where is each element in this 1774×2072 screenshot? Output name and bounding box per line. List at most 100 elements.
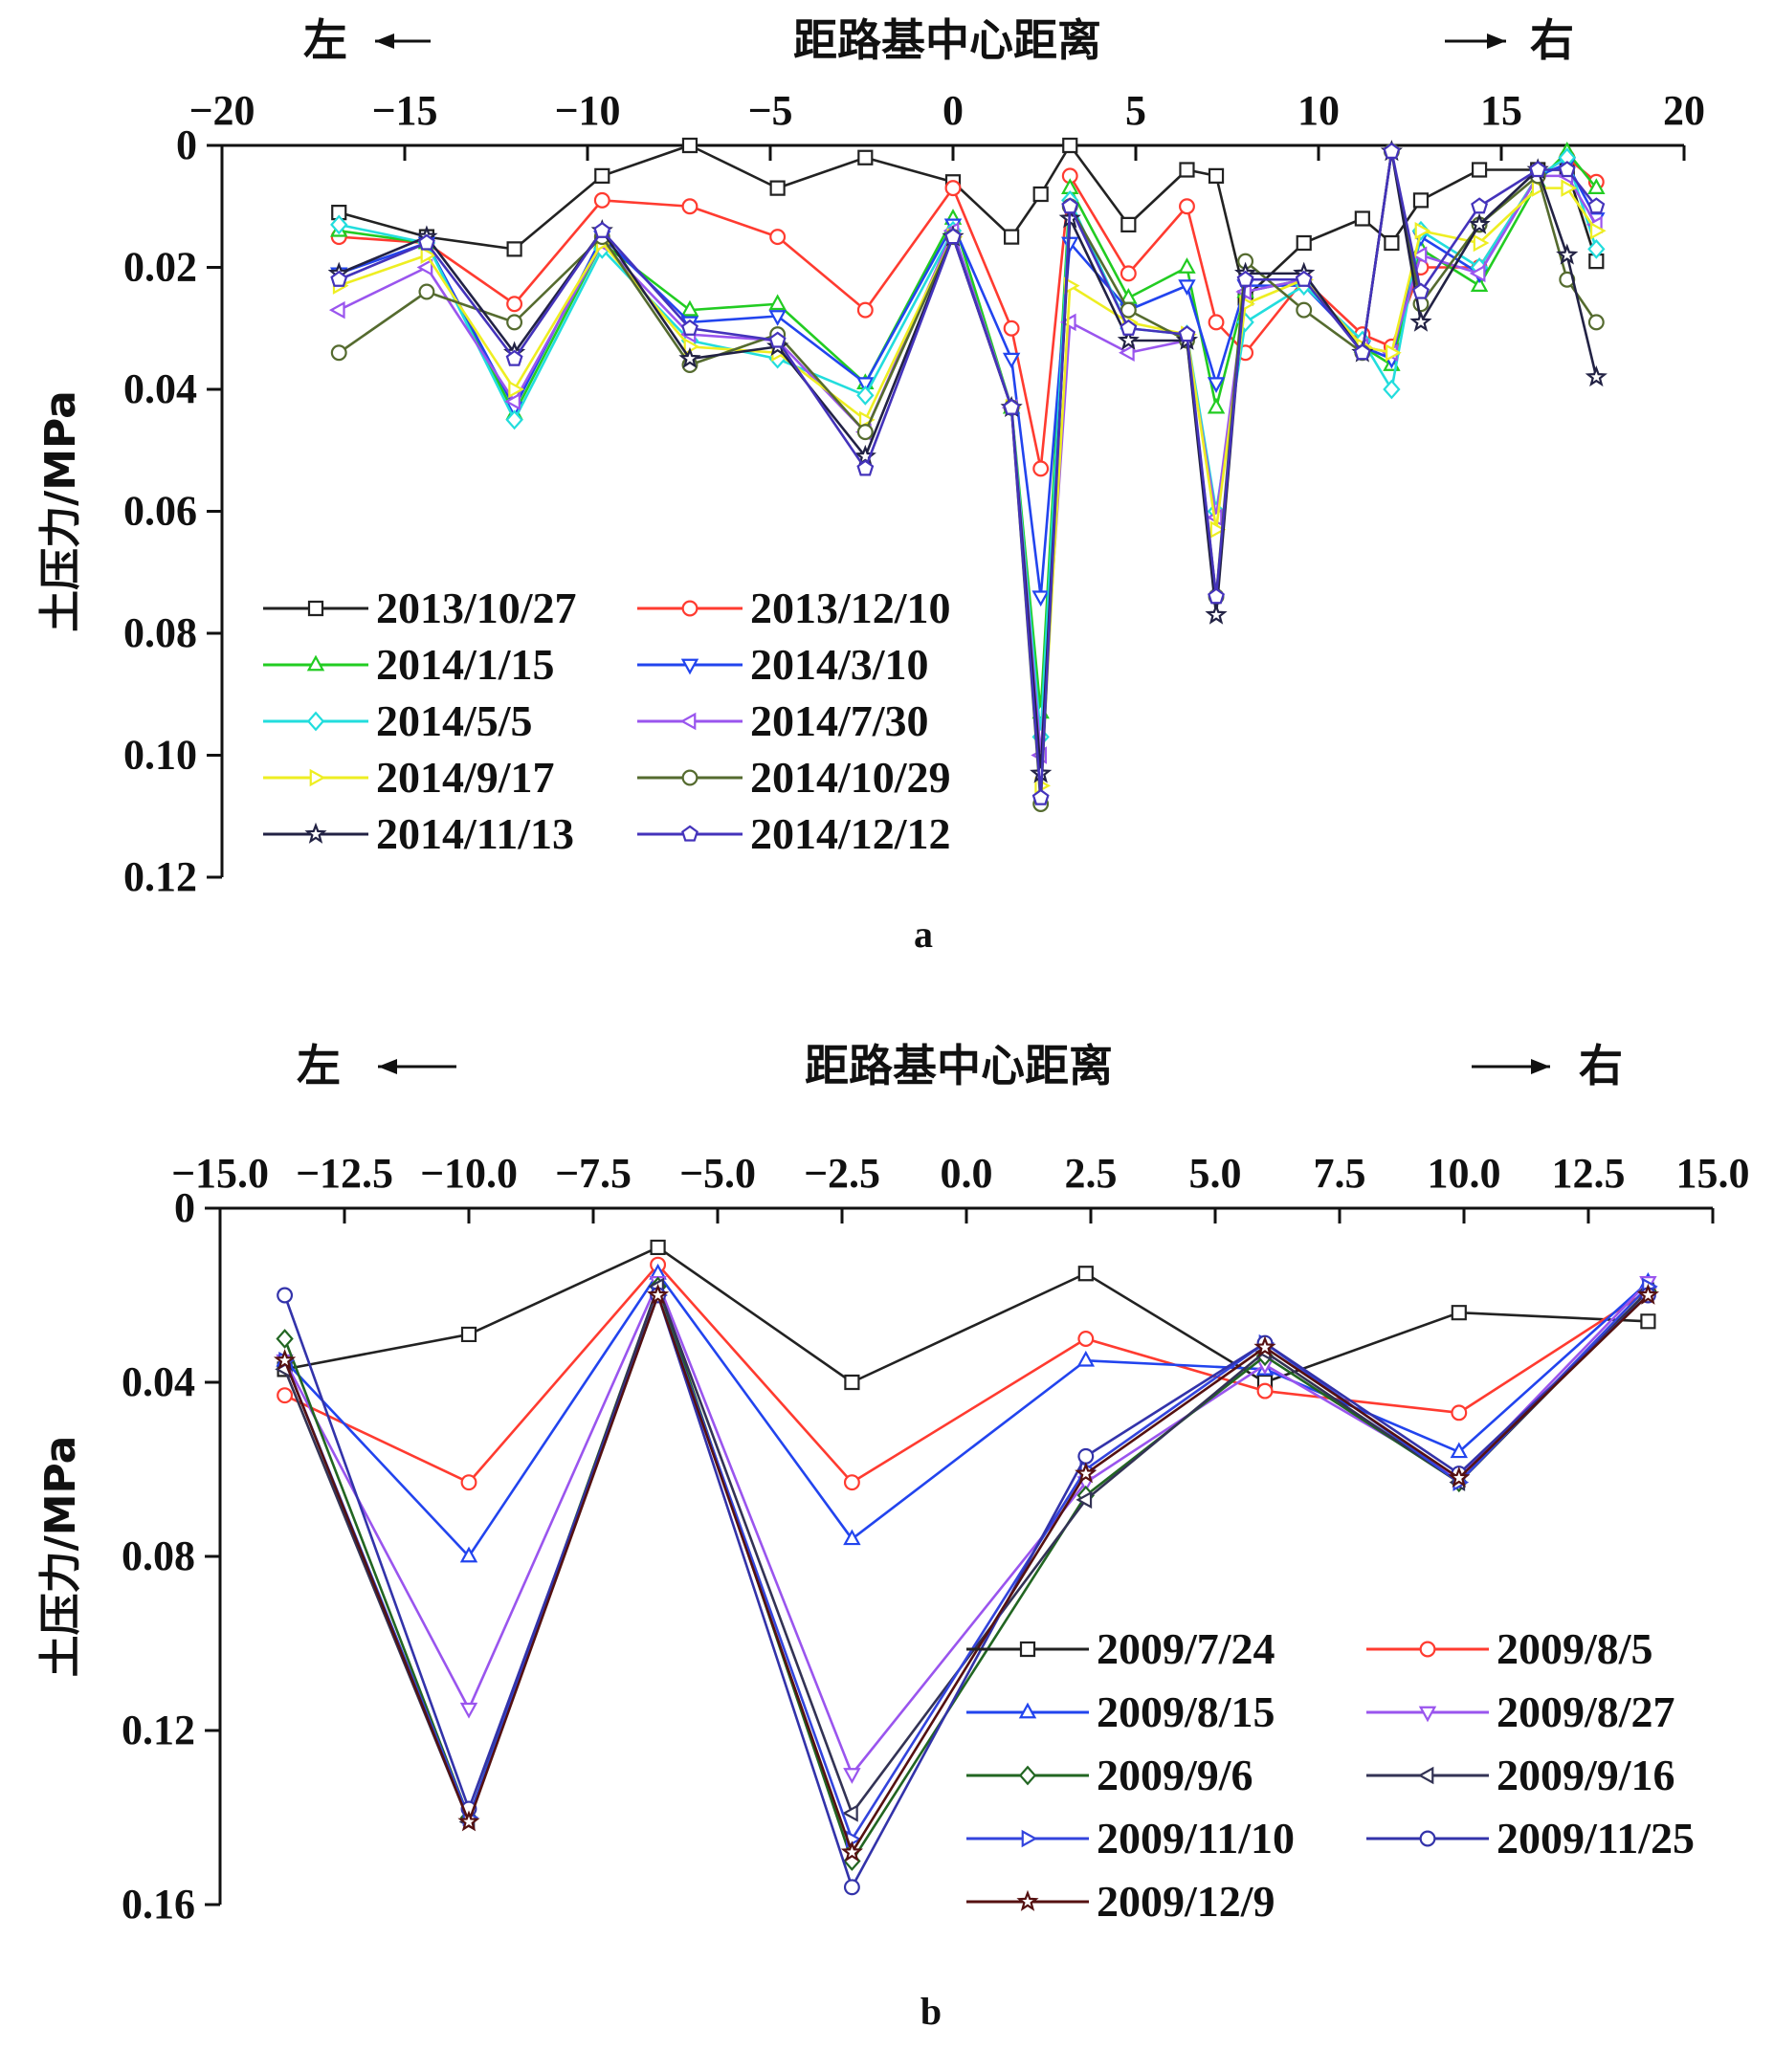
x-tick-label: 12.5 xyxy=(1552,1150,1626,1197)
series-2009/9/16 xyxy=(275,1277,1654,1831)
data-point xyxy=(460,1474,477,1491)
data-point xyxy=(944,180,962,197)
x-tick-label: 5.0 xyxy=(1189,1150,1242,1197)
data-point xyxy=(1178,257,1196,274)
legend-item: 2014/7/30 xyxy=(637,696,929,745)
series-2009/7/24 xyxy=(277,1239,1656,1391)
data-point xyxy=(1450,1442,1469,1459)
legend-marker xyxy=(1018,1702,1037,1719)
legend-marker xyxy=(679,712,697,731)
data-point xyxy=(844,1374,860,1391)
data-point xyxy=(1120,265,1137,282)
x-tick-label: 0.0 xyxy=(941,1150,993,1197)
data-point xyxy=(505,409,523,430)
data-point xyxy=(277,1287,294,1304)
data-point xyxy=(1473,233,1490,253)
data-point xyxy=(459,1702,478,1719)
legend-label: 2009/9/6 xyxy=(1097,1751,1253,1799)
y-tick-label: 0.04 xyxy=(122,1358,195,1405)
data-point xyxy=(856,377,875,393)
data-point xyxy=(331,205,347,221)
chart-panel-a: −20 −15 −10 −5 0 5 10 15 20 0 0.02 0.04 0.06 0.08 0.10… xyxy=(36,14,1705,956)
x-tick-label: −5.0 xyxy=(679,1150,756,1197)
legend-marker xyxy=(681,600,699,617)
data-point xyxy=(1296,301,1313,319)
data-point xyxy=(1179,198,1195,215)
legend-marker xyxy=(1018,1765,1037,1786)
data-point xyxy=(1410,246,1428,264)
data-point xyxy=(1178,279,1196,296)
data-point xyxy=(1032,460,1050,477)
legend-item: 2014/1/15 xyxy=(263,640,555,689)
data-point xyxy=(1587,238,1606,259)
data-point xyxy=(459,1546,478,1563)
data-point xyxy=(1119,343,1135,362)
legend-label: 2009/11/25 xyxy=(1497,1814,1695,1863)
right-direction-label: 右 xyxy=(1579,1040,1623,1091)
y-axis-title: 土压力/MPa xyxy=(36,390,85,632)
data-point xyxy=(1205,603,1228,625)
data-point xyxy=(593,221,611,238)
series-line xyxy=(284,1263,1650,1484)
y-tick-label: 0.12 xyxy=(123,853,197,900)
y-tick-label: 0.08 xyxy=(123,609,197,656)
data-point xyxy=(508,380,524,399)
series-line xyxy=(283,1285,1650,1823)
data-point xyxy=(506,314,523,331)
data-point xyxy=(1031,788,1050,805)
x-tick-label: −2.5 xyxy=(804,1150,880,1197)
data-point xyxy=(842,1804,858,1822)
y-tick-label: 0 xyxy=(174,1184,195,1231)
y-tick-label: 0.08 xyxy=(122,1532,195,1579)
legend: 2013/10/27 2013/12/10 2014/1/15 2014/3/10 20… xyxy=(263,584,951,858)
legend-marker xyxy=(1417,1766,1434,1785)
legend-label: 2014/11/13 xyxy=(376,809,574,858)
data-point xyxy=(681,198,699,215)
data-point xyxy=(681,319,699,336)
x-tick-label: 7.5 xyxy=(1314,1150,1366,1197)
legend-marker xyxy=(1021,1829,1038,1848)
data-point xyxy=(276,1329,294,1349)
legend-item: 2014/5/5 xyxy=(263,696,533,745)
legend-marker xyxy=(307,600,324,617)
series-2009/11/25 xyxy=(277,1287,1656,1896)
legend-label: 2014/7/30 xyxy=(750,696,929,745)
data-point xyxy=(1386,343,1402,362)
legend-label: 2014/1/15 xyxy=(376,640,555,689)
legend-item: 2009/9/16 xyxy=(1366,1751,1675,1799)
data-point xyxy=(683,338,700,356)
data-point xyxy=(1004,229,1020,245)
legend-marker xyxy=(1418,1706,1437,1723)
data-point xyxy=(1471,162,1488,178)
data-point xyxy=(1412,192,1430,209)
data-point xyxy=(1178,325,1196,342)
data-point xyxy=(681,137,699,154)
data-point xyxy=(1117,328,1140,350)
data-point xyxy=(1585,365,1608,387)
legend-item: 2014/12/12 xyxy=(637,809,951,858)
series-2009/8/27 xyxy=(276,1276,1657,1784)
legend-item: 2014/9/17 xyxy=(263,753,555,802)
legend-label: 2013/12/10 xyxy=(750,584,951,632)
data-point xyxy=(506,241,522,257)
data-point xyxy=(840,1841,864,1863)
series-line xyxy=(283,1293,1650,1854)
data-point xyxy=(843,1529,861,1546)
data-point xyxy=(769,229,787,246)
data-point xyxy=(768,310,787,326)
x-tick-label: 10.0 xyxy=(1428,1150,1501,1197)
y-axis-title: 土压力/MPa xyxy=(36,1436,85,1678)
data-point xyxy=(1556,243,1579,265)
legend-marker xyxy=(681,825,699,842)
series-2014/12/12 xyxy=(330,142,1606,805)
data-point xyxy=(1529,161,1547,178)
data-point xyxy=(277,1387,294,1404)
data-point xyxy=(1383,379,1401,400)
data-point xyxy=(1236,270,1254,287)
data-point xyxy=(505,349,523,366)
legend-item: 2009/11/10 xyxy=(966,1814,1295,1863)
chart-panel-b: −15.0 −12.5 −10.0 −7.5 −5.0 −2.5 0.0 2.5 5.0 7.5 1… xyxy=(36,1040,1750,2033)
y-tick-label: 0.16 xyxy=(122,1881,195,1928)
data-point xyxy=(843,1474,860,1491)
right-arrow-icon xyxy=(1487,33,1506,49)
